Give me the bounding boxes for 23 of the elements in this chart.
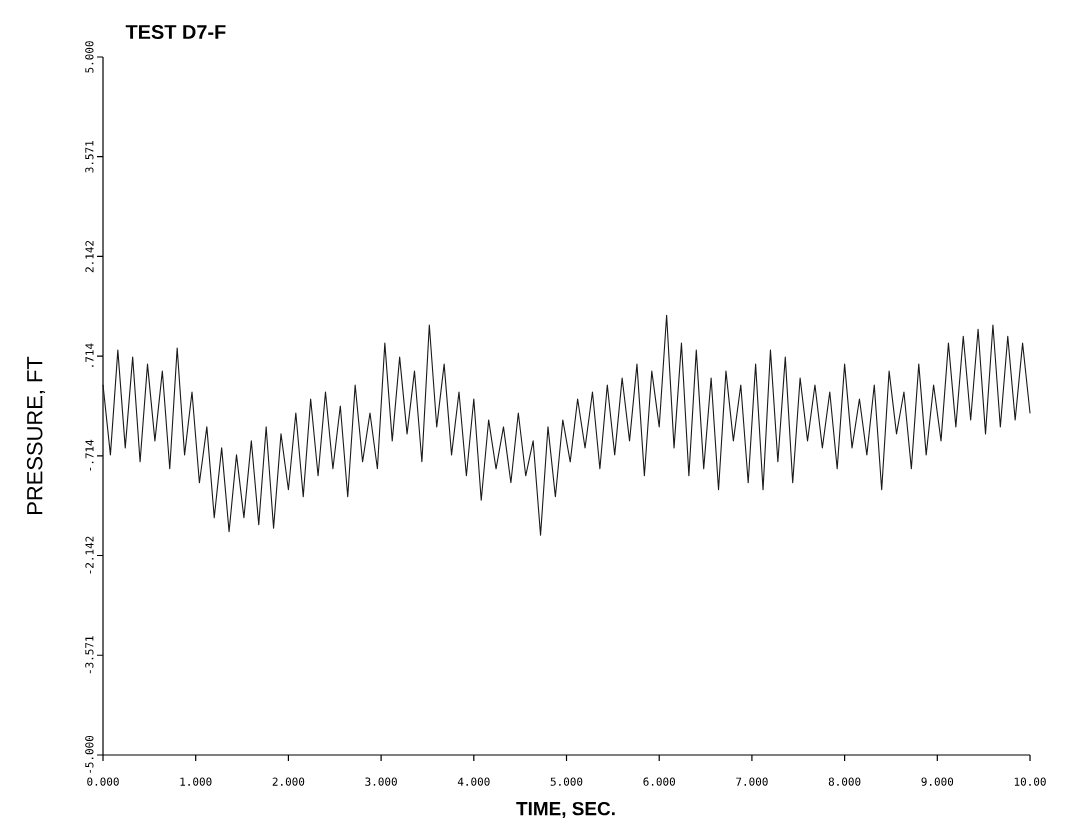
- x-tick-label: 6.000: [643, 777, 675, 786]
- x-tick-label: 3.000: [365, 777, 397, 786]
- x-tick-label: 8.000: [828, 777, 861, 786]
- y-tick-label: .714: [85, 343, 94, 367]
- line-series: [102, 314, 1031, 536]
- x-tick-label: 1.000: [180, 777, 212, 786]
- y-tick-label: -3.571: [85, 636, 94, 674]
- y-axis-title: PRESSURE, FT: [26, 356, 46, 514]
- x-tick-label: 4.000: [457, 777, 490, 786]
- y-tick-label: -.714: [85, 439, 94, 471]
- y-tick-label: 3.571: [85, 140, 94, 173]
- x-tick-label: 9.000: [921, 777, 954, 786]
- x-tick-label: 7.000: [736, 777, 768, 786]
- y-tick-label: -2.142: [85, 536, 94, 574]
- x-tick-label: 2.000: [272, 777, 305, 786]
- x-tick-label: 5.000: [550, 777, 583, 786]
- y-tick-label: 5.000: [85, 41, 94, 73]
- chart-title: TEST D7-F: [125, 24, 226, 40]
- x-tick-label: 10.00: [1014, 777, 1046, 786]
- y-tick-label: -5.000: [85, 735, 94, 773]
- x-tick-label: 0.000: [87, 777, 119, 786]
- y-tick-label: 2.142: [85, 240, 94, 273]
- x-axis-title: TIME, SEC.: [516, 801, 615, 819]
